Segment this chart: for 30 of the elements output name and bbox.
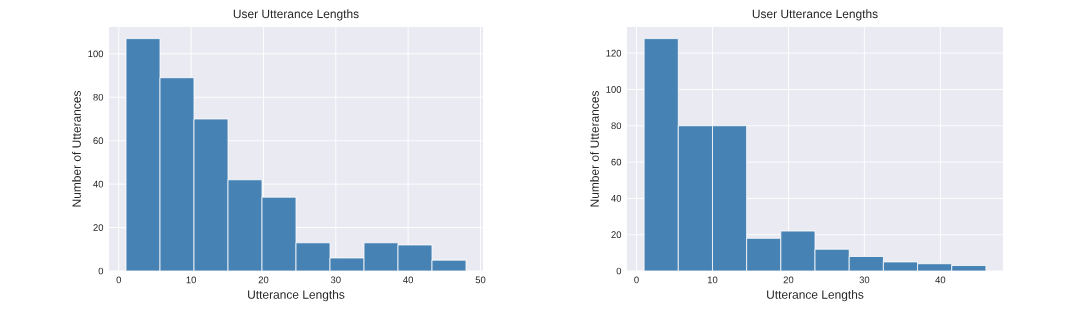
x-tick-label: 0: [116, 276, 122, 284]
y-tick-label: 100: [88, 50, 104, 58]
y-tick-label: 100: [606, 86, 622, 93]
x-tick-label: 20: [258, 276, 269, 284]
y-tick-label: 40: [93, 180, 104, 188]
y-tick-label: 80: [611, 122, 622, 130]
y-tick-label: 0: [616, 267, 622, 275]
y-axis-title: Number of Utterances: [72, 90, 81, 207]
x-axis-title: Utterance Lengths: [248, 290, 345, 302]
y-tick-label: 40: [611, 195, 622, 202]
x-tick-label: 50: [475, 276, 486, 284]
y-tick-label: 60: [611, 158, 622, 166]
x-tick-label: 40: [403, 276, 414, 284]
y-tick-label: 20: [611, 231, 622, 239]
x-tick-label: 40: [935, 276, 946, 284]
x-tick-label: 30: [859, 276, 870, 284]
y-tick-label: 20: [93, 224, 104, 231]
x-tick-label: 0: [634, 276, 639, 284]
chart-title: User Utterance Lengths: [752, 9, 878, 21]
x-tick-label: 20: [783, 276, 794, 284]
x-tick-label: 30: [330, 276, 341, 284]
y-tick-label: 80: [93, 93, 104, 101]
y-tick-label: 120: [606, 49, 622, 57]
y-axis-title: Number of Utterances: [590, 90, 599, 207]
y-tick-label: 60: [93, 137, 104, 145]
x-tick-label: 10: [186, 276, 196, 284]
x-tick-label: 10: [707, 276, 718, 284]
y-tick-label: 0: [98, 267, 104, 275]
x-axis-title: Utterance Lengths: [767, 290, 864, 302]
chart-title: User Utterance Lengths: [233, 9, 359, 21]
